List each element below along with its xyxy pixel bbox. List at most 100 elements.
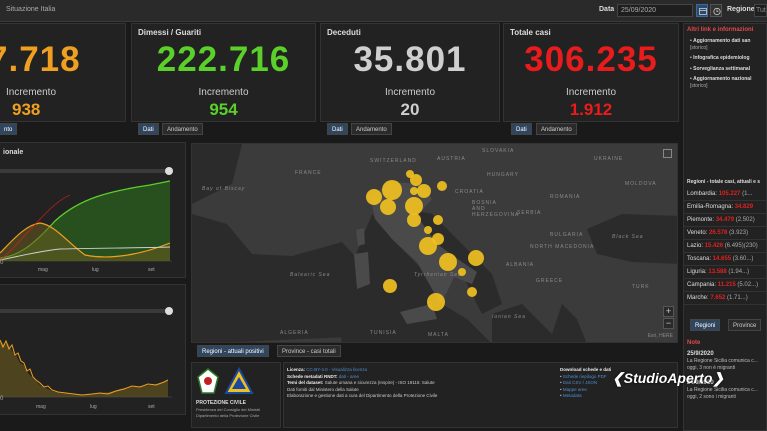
marker-marche xyxy=(433,215,443,225)
map-label-bay-of-biscay: Bay of Biscay xyxy=(202,186,246,192)
card-increment-label: Incremento xyxy=(384,87,436,98)
tab-list-regioni[interactable]: Regioni xyxy=(690,319,721,331)
calendar-icon[interactable] xyxy=(696,4,708,17)
download-link[interactable]: Mappe aree xyxy=(562,386,587,392)
marker-puglia xyxy=(468,250,484,266)
marker-abruzzo xyxy=(432,233,444,245)
map-label-austria: AUSTRIA xyxy=(437,156,466,162)
marker-toscana xyxy=(407,213,421,227)
license-link[interactable]: CC-BY-4.0 - Visualizza licenza xyxy=(306,367,368,372)
logo-text-1: PROTEZIONE CIVILE xyxy=(196,400,247,406)
slider-handle xyxy=(165,167,173,175)
tab-map-province[interactable]: Province - casi totali xyxy=(277,345,341,357)
list-item[interactable]: Toscana: 14.655 (3.60...) xyxy=(684,253,766,266)
tab-dati-totale[interactable]: Dati xyxy=(511,123,532,135)
watermark-arrow-icon: ❯ xyxy=(712,370,725,386)
increment-chart-panel: 0 mag lug set xyxy=(0,284,186,415)
trend-chart-panel: ionale 0 mag lug set xyxy=(0,142,186,278)
info-link[interactable]: • Infografica epidemiolog xyxy=(690,55,750,61)
date-input[interactable]: 25/09/2020 xyxy=(617,4,693,17)
broadcast-watermark: ❮StudioAperto❯ xyxy=(612,370,725,386)
slider-track xyxy=(0,169,172,173)
series-incremento-line xyxy=(0,339,169,396)
map-view[interactable]: FRANCE SWITZERLAND AUSTRIA SLOVAKIA UKRA… xyxy=(191,143,678,343)
download-link[interactable]: Dati CSV / JSON xyxy=(562,380,598,386)
map-label-turkey: TURK xyxy=(632,284,650,290)
region-label: Regione xyxy=(727,6,755,13)
map-label-black-sea: Black Sea xyxy=(612,234,644,240)
trend-chart: 0 mag lug set xyxy=(0,167,173,273)
download-link[interactable]: Schede riepilogo PDF xyxy=(562,373,607,379)
card-value: 7.718 xyxy=(0,40,81,79)
tab-andamento-deceduti[interactable]: Andamento xyxy=(351,123,392,135)
x-tick: lug xyxy=(92,267,99,273)
marker-campania xyxy=(439,253,457,271)
regions-title: Regioni - totale casi, attuali e s xyxy=(687,179,761,185)
logo-box: PROTEZIONE CIVILE Presidenza del Consigl… xyxy=(191,362,281,428)
marker-lombardia xyxy=(382,180,402,200)
zoom-out-button[interactable]: − xyxy=(663,318,674,329)
info-link[interactable]: • Aggiornamento dati san [storico] xyxy=(690,38,751,51)
top-bar: Situazione Italia Data 25/09/2020 Region… xyxy=(0,0,767,22)
sea-ionian-aegean xyxy=(492,304,587,342)
grid-icon[interactable] xyxy=(663,149,672,158)
sea-bay xyxy=(192,144,242,204)
tab-list-province[interactable]: Province xyxy=(728,319,762,331)
x-tick: mag xyxy=(38,267,48,273)
list-item[interactable]: Marche: 7.652 (1.71...) xyxy=(684,292,766,305)
list-item[interactable]: Lombardia: 105.227 (1... xyxy=(684,188,766,201)
list-item[interactable]: Piemonte: 34.479 (2.502) xyxy=(684,214,766,227)
tab-andamento-positivi[interactable]: nto xyxy=(0,123,18,135)
card-deceduti: Deceduti 35.801 Incremento 20 xyxy=(320,23,500,122)
marker-calabria xyxy=(467,287,477,297)
download-link[interactable]: Metadata xyxy=(562,393,582,399)
notes-section: Note 25/9/2020 La Regione Sicilia comuni… xyxy=(684,337,766,401)
region-select[interactable]: Tut xyxy=(754,4,767,17)
map-label-tyrrhenian-sea: Tyrrhenian Sea xyxy=(414,272,462,278)
series-deceduti-line xyxy=(0,246,171,261)
card-label: Deceduti xyxy=(327,28,361,37)
tab-andamento-totale[interactable]: Andamento xyxy=(536,123,577,135)
logo-text-3: Dipartimento della Protezione Civile xyxy=(196,413,260,418)
metadata-link[interactable]: dati - aree xyxy=(338,373,360,379)
card-increment-label: Incremento xyxy=(198,87,249,98)
marker-trentino xyxy=(417,184,431,198)
clock-icon[interactable] xyxy=(710,4,722,17)
logo-text-2: Presidenza del Consiglio dei Ministri xyxy=(196,407,261,412)
italy-emblem-icon xyxy=(197,368,219,394)
note-text: La Regione Sicilia comunica c... oggi, 2… xyxy=(687,387,758,400)
info-link[interactable]: • Aggiornamento nazional [storico] xyxy=(690,76,752,89)
card-totale-casi: Totale casi 306.235 Incremento 1.912 xyxy=(503,23,679,122)
tab-andamento-guariti[interactable]: Andamento xyxy=(162,123,203,135)
card-increment-value: 20 xyxy=(400,100,420,119)
series-positivi-line xyxy=(0,222,171,258)
license-label: Licenza: xyxy=(287,367,306,372)
list-item[interactable]: Liguria: 13.588 (1.94...) xyxy=(684,266,766,279)
increment-chart: 0 mag lug set xyxy=(0,307,173,410)
marker-veneto xyxy=(410,174,422,186)
list-item[interactable]: Veneto: 26.578 (3.923) xyxy=(684,227,766,240)
tab-dati-deceduti[interactable]: Dati xyxy=(327,123,348,135)
dataset-label: Temi del dataset: xyxy=(287,380,324,386)
map-label-hungary: HUNGARY xyxy=(487,172,519,178)
zoom-in-button[interactable]: + xyxy=(663,306,674,317)
map-label-bulgaria: BULGARIA xyxy=(550,232,584,238)
info-link[interactable]: • Sorveglianza settimanal xyxy=(690,65,751,72)
tab-map-regioni[interactable]: Regioni - attuali positivi xyxy=(197,345,269,357)
tab-dati-guariti[interactable]: Dati xyxy=(138,123,159,135)
card-positivi: 7.718 Incremento 938 xyxy=(0,23,126,122)
elaboration-line: Elaborazione e gestione dati a cura del … xyxy=(287,393,438,399)
list-item[interactable]: Emilia-Romagna: 34.829 xyxy=(684,201,766,214)
list-item[interactable]: Campania: 11.215 (5.02...) xyxy=(684,279,766,292)
card-label: Totale casi xyxy=(510,28,551,37)
series-totale-line xyxy=(0,194,71,262)
card-guariti: Dimessi / Guariti 222.716 Incremento 954 xyxy=(131,23,316,122)
list-item[interactable]: Lazio: 15.426 (6.495)(230) xyxy=(684,240,766,253)
x-tick: set xyxy=(148,267,155,273)
card-increment-label: Incremento xyxy=(6,87,57,98)
marker-liguria xyxy=(380,199,396,215)
sea-black xyxy=(587,214,677,264)
marker-emilia xyxy=(405,197,423,215)
protezione-civile-logo-icon xyxy=(224,367,254,394)
series-incremento-area xyxy=(0,340,168,397)
